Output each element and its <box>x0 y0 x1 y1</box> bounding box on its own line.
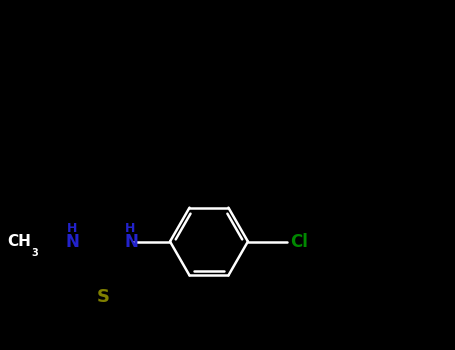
Text: H: H <box>67 222 77 235</box>
Text: Cl: Cl <box>290 232 308 251</box>
Text: 3: 3 <box>31 248 38 258</box>
Text: N: N <box>66 232 80 251</box>
Text: S: S <box>97 288 110 306</box>
Text: N: N <box>124 232 138 251</box>
Text: CH: CH <box>8 234 31 249</box>
Text: H: H <box>125 222 136 235</box>
